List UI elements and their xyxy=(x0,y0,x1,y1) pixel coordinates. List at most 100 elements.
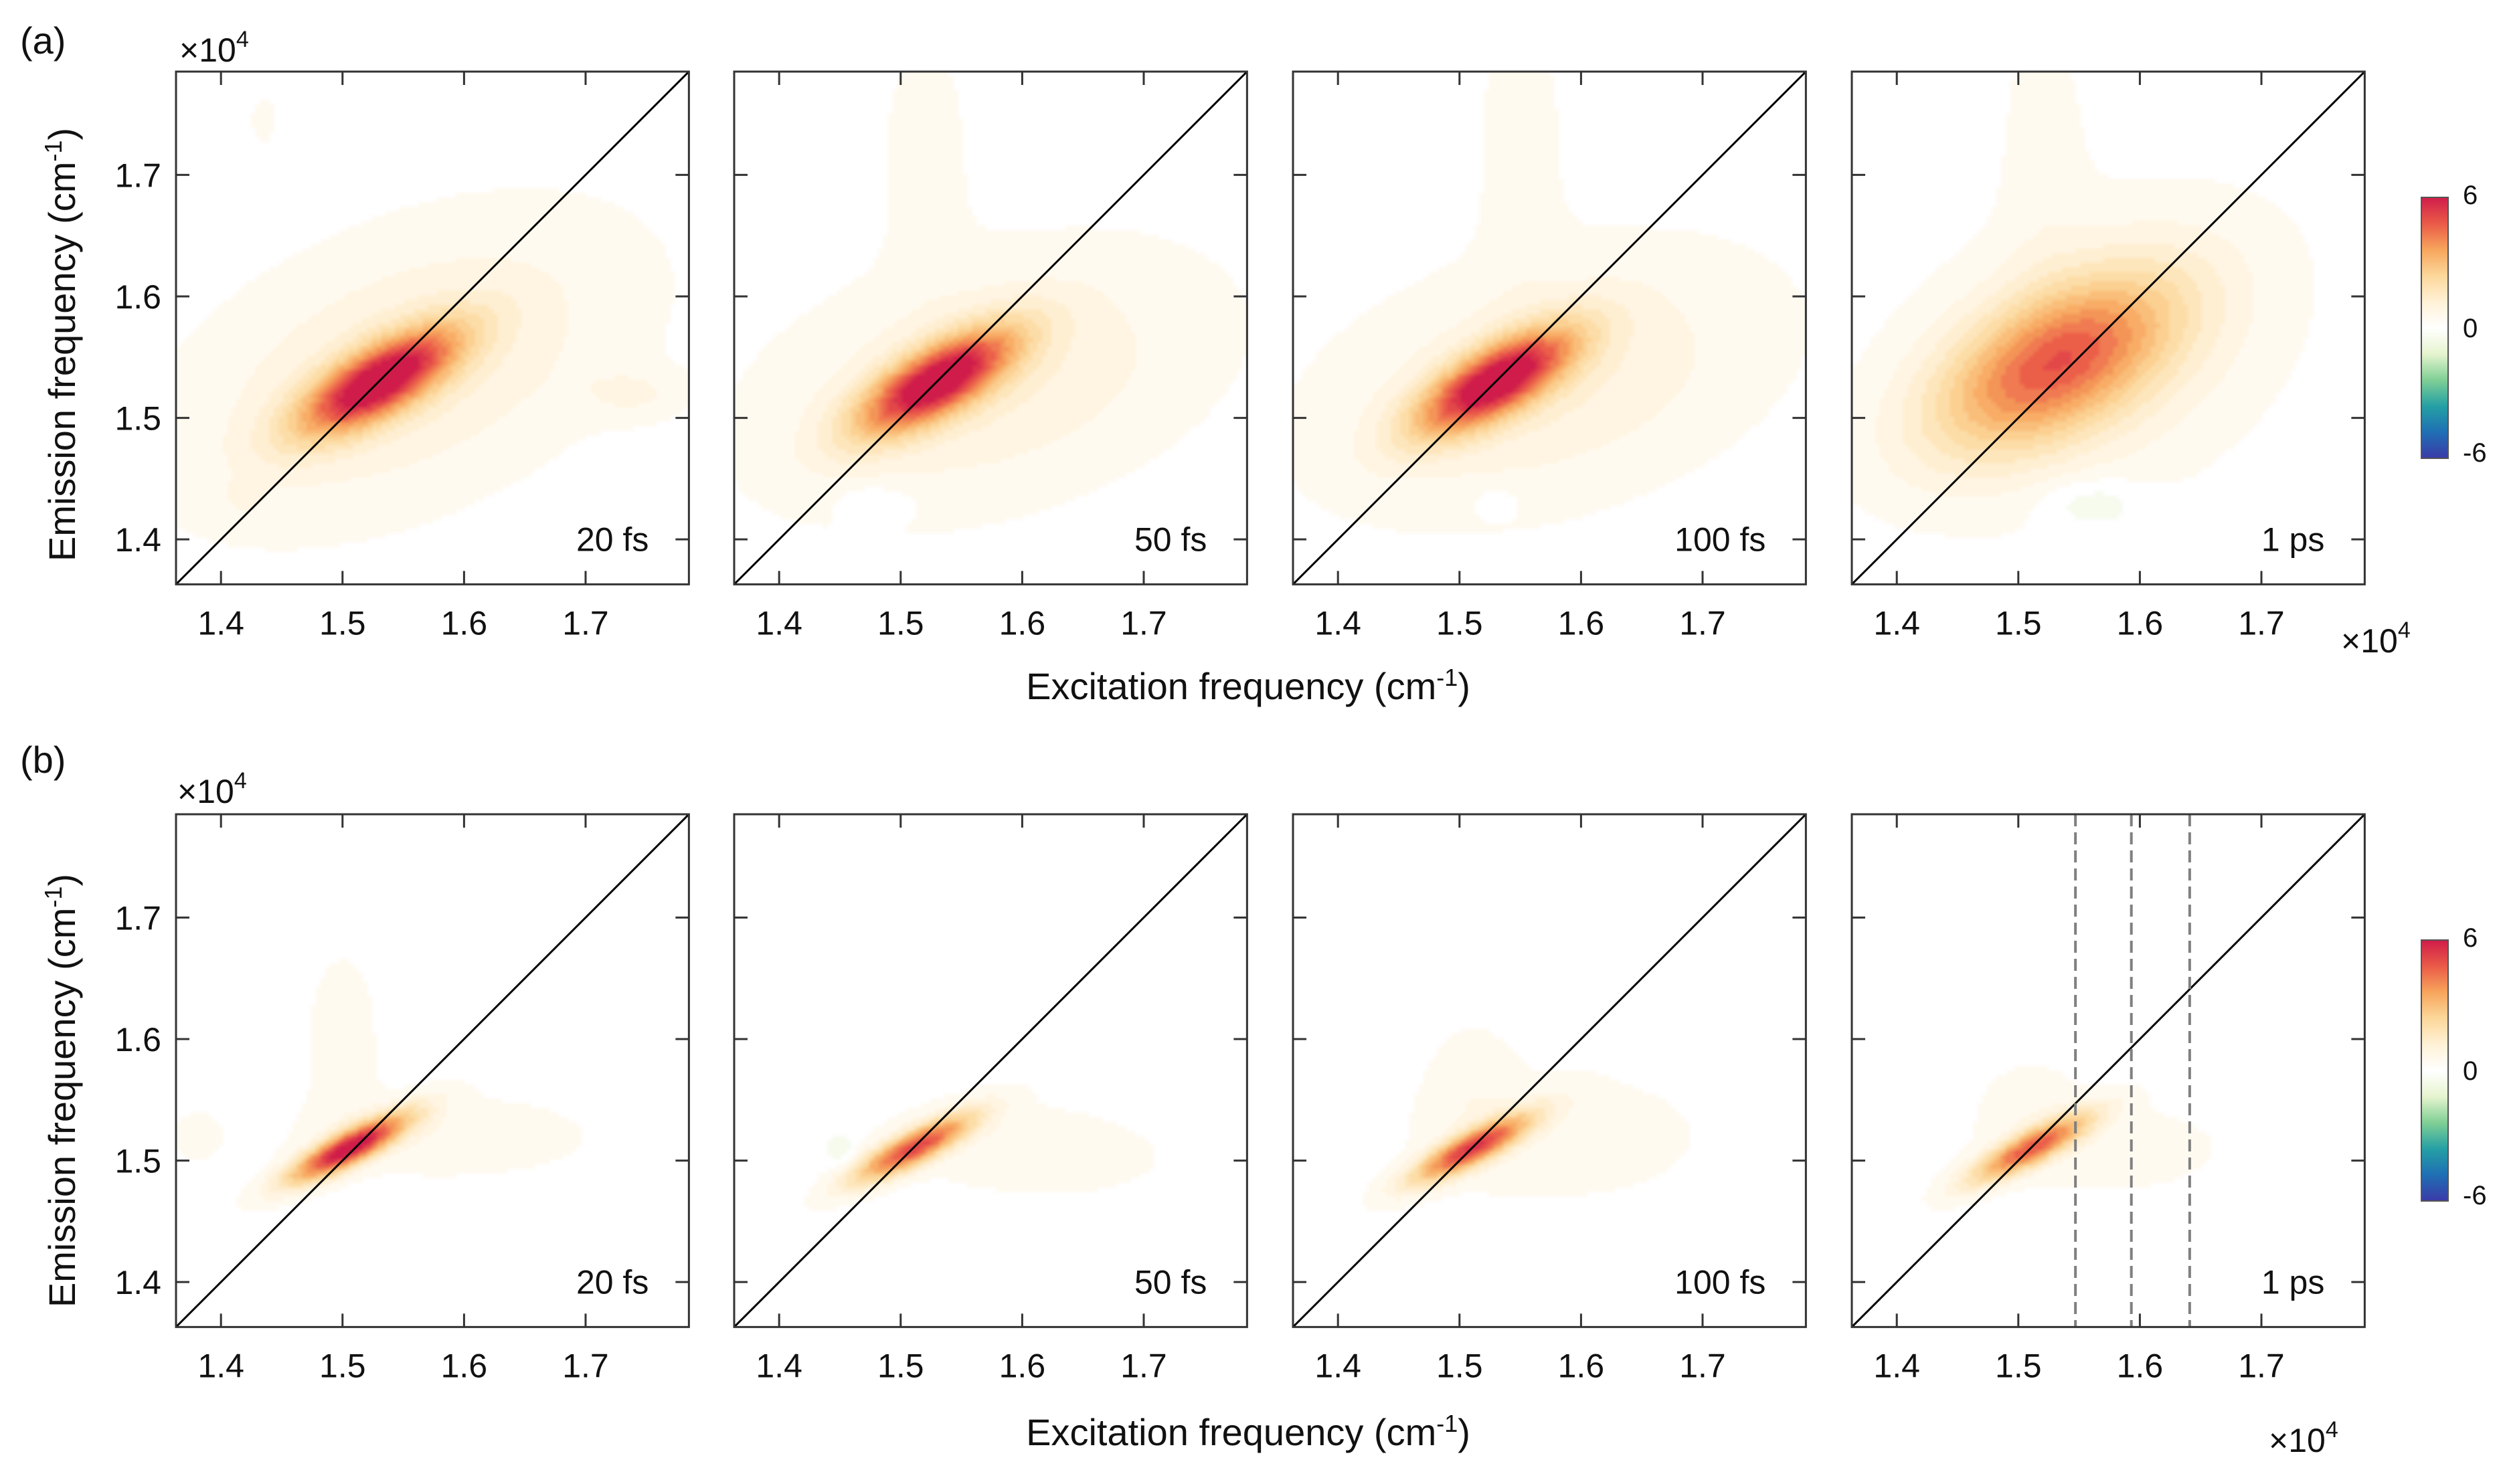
panel-label-b: (b) xyxy=(20,739,66,781)
xtick-label: 1.6 xyxy=(2117,1347,2164,1384)
colorbar-b xyxy=(2421,939,2449,1202)
xtick-label: 1.5 xyxy=(319,604,366,642)
ylabel-a-text: Emission frequency (cm xyxy=(41,162,83,562)
plots: 1.4 1.5 1.6 1.7 1.4 1.5 1.6 1.7 20 fs 1.4 1.5 1.6 1.… xyxy=(114,70,2487,1384)
axes-frame-b-2 xyxy=(733,813,1248,1328)
delay-label-b-4: 1 ps xyxy=(2261,1263,2325,1301)
ytick-label: 1.6 xyxy=(114,278,161,316)
xtick-label: 1.4 xyxy=(756,604,802,642)
axes-frame-b-3 xyxy=(1292,813,1807,1328)
diagonal-line-a-1 xyxy=(175,70,690,585)
delay-label-b-3: 100 fs xyxy=(1674,1263,1765,1301)
yscale-b-prefix: ×10 xyxy=(177,773,234,810)
ylabel-b-close: ) xyxy=(41,874,83,887)
axes-frame-a-4 xyxy=(1850,70,2366,585)
delay-label-a-2: 50 fs xyxy=(1134,521,1207,558)
xtick-label: 1.4 xyxy=(1873,1347,1920,1384)
xlabel-a-text: Excitation frequency (cm xyxy=(1026,665,1436,707)
colorbar-tick-label: -6 xyxy=(2463,1181,2487,1210)
ytick-label: 1.4 xyxy=(114,521,161,559)
xtick-label: 1.4 xyxy=(1873,604,1920,642)
xtick-label: 1.7 xyxy=(1120,604,1167,642)
ylabel-a: Emission frequency (cm-1) xyxy=(39,128,83,561)
xlabel-b: Excitation frequency (cm-1) xyxy=(1026,1410,1470,1453)
diagonal-line-a-4 xyxy=(1850,70,2366,585)
delay-label-a-1: 20 fs xyxy=(576,521,649,558)
delay-label-a-3: 100 fs xyxy=(1674,521,1765,558)
xtick-label: 1.7 xyxy=(1679,1347,1726,1384)
ytick-label: 1.5 xyxy=(114,400,161,438)
diagonal-line-b-1 xyxy=(175,813,690,1328)
ytick-label: 1.7 xyxy=(114,899,161,937)
yscale-a-exp: 4 xyxy=(236,27,249,52)
yscale-b: ×104 xyxy=(177,768,247,810)
colorbar-a xyxy=(2421,197,2449,459)
axes-frame-a-3 xyxy=(1292,70,1807,585)
ytick-label: 1.5 xyxy=(114,1143,161,1180)
colorbar-tick-label: 0 xyxy=(2463,314,2478,343)
xtick-label: 1.6 xyxy=(1558,604,1605,642)
axes-frame-a-2 xyxy=(733,70,1248,585)
xtick-label: 1.4 xyxy=(197,604,244,642)
xscale-b: ×104 xyxy=(2269,1417,2338,1459)
xtick-label: 1.6 xyxy=(441,1347,488,1384)
xtick-label: 1.6 xyxy=(2117,604,2164,642)
diagonal-line-a-2 xyxy=(733,70,1248,585)
ytick-label: 1.4 xyxy=(114,1264,161,1301)
xtick-label: 1.7 xyxy=(562,604,609,642)
colorbar-tick-label: 0 xyxy=(2463,1056,2478,1086)
xtick-label: 1.5 xyxy=(877,604,924,642)
xtick-label: 1.6 xyxy=(999,604,1046,642)
delay-label-a-4: 1 ps xyxy=(2261,521,2325,558)
xtick-label: 1.5 xyxy=(1436,1347,1483,1384)
xtick-label: 1.5 xyxy=(1436,604,1483,642)
xtick-label: 1.5 xyxy=(1995,604,2042,642)
xtick-label: 1.4 xyxy=(1314,604,1361,642)
xtick-label: 1.7 xyxy=(562,1347,609,1384)
xlabel-b-text: Excitation frequency (cm xyxy=(1026,1411,1436,1453)
yscale-b-exp: 4 xyxy=(234,768,247,794)
xlabel-a-exp: -1 xyxy=(1436,664,1458,691)
xtick-label: 1.7 xyxy=(1120,1347,1167,1384)
xtick-label: 1.4 xyxy=(1314,1347,1361,1384)
diagonal-line-b-3 xyxy=(1292,813,1807,1328)
xtick-label: 1.6 xyxy=(1558,1347,1605,1384)
xscale-a: ×104 xyxy=(2341,618,2411,660)
xlabel-b-close: ) xyxy=(1458,1411,1470,1453)
yscale-a: ×104 xyxy=(179,27,249,69)
ylabel-b: Emission frequency (cm-1) xyxy=(39,874,83,1307)
delay-label-b-2: 50 fs xyxy=(1134,1263,1207,1301)
axes-frame-b-4 xyxy=(1850,813,2366,1328)
yscale-a-prefix: ×10 xyxy=(179,31,236,69)
xtick-label: 1.6 xyxy=(441,604,488,642)
delay-label-b-1: 20 fs xyxy=(576,1263,649,1301)
xtick-label: 1.5 xyxy=(877,1347,924,1384)
ylabel-b-exp: -1 xyxy=(39,887,67,908)
diagonal-line-b-2 xyxy=(733,813,1248,1328)
ytick-label: 1.6 xyxy=(114,1021,161,1058)
xlabel-b-exp: -1 xyxy=(1436,1410,1458,1437)
colorbar-tick-label: 6 xyxy=(2463,923,2478,953)
xtick-label: 1.4 xyxy=(756,1347,802,1384)
xscale-b-exp: 4 xyxy=(2326,1417,2338,1443)
diagonal-line-a-3 xyxy=(1292,70,1807,585)
colorbar-tick-label: 6 xyxy=(2463,181,2478,210)
xlabel-a-close: ) xyxy=(1458,665,1470,707)
xtick-label: 1.5 xyxy=(1995,1347,2042,1384)
ylabel-b-text: Emission frequency (cm xyxy=(41,908,83,1308)
xtick-label: 1.7 xyxy=(2238,1347,2285,1384)
colorbar-tick-label: -6 xyxy=(2463,438,2487,468)
xtick-label: 1.7 xyxy=(1679,604,1726,642)
diagonal-line-b-4 xyxy=(1850,813,2366,1328)
xscale-a-exp: 4 xyxy=(2398,618,2411,643)
ylabel-a-close: ) xyxy=(41,128,83,141)
ytick-label: 1.7 xyxy=(114,157,161,194)
xscale-b-prefix: ×10 xyxy=(2269,1422,2326,1459)
panel-label-a: (a) xyxy=(20,19,66,62)
xtick-label: 1.7 xyxy=(2238,604,2285,642)
xscale-a-prefix: ×10 xyxy=(2341,622,2398,660)
ylabel-a-exp: -1 xyxy=(39,141,67,162)
xtick-label: 1.4 xyxy=(197,1347,244,1384)
xlabel-a: Excitation frequency (cm-1) xyxy=(1026,664,1470,707)
